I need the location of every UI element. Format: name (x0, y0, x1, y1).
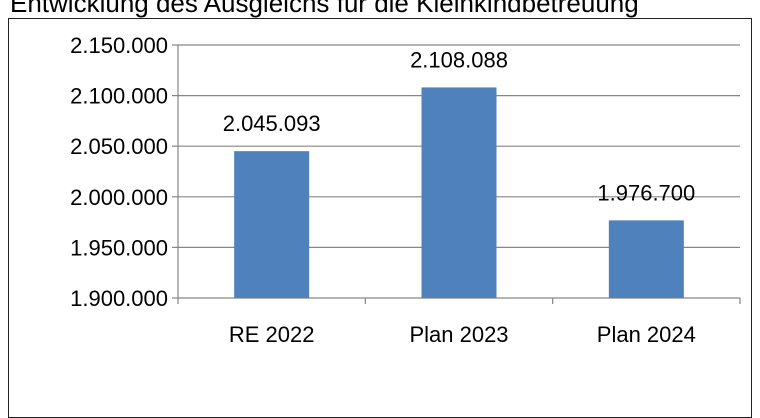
y-tick-label: 2.150.000 (70, 33, 168, 58)
data-label: 2.045.093 (223, 111, 321, 136)
data-label: 1.976.700 (597, 180, 695, 205)
chart-frame (8, 18, 752, 418)
bar-chart: 1.900.000 1.950.000 2.000.000 2.050.000 2.10… (70, 33, 741, 347)
y-tick-label: 1.900.000 (70, 286, 168, 311)
y-tick-label: 2.000.000 (70, 185, 168, 210)
bar (421, 87, 497, 298)
x-tick-label: Plan 2024 (597, 322, 696, 347)
y-tick-label: 1.950.000 (70, 235, 168, 260)
y-tick-label: 2.100.000 (70, 84, 168, 109)
bar (234, 151, 310, 298)
x-tick-label: RE 2022 (229, 322, 315, 347)
chart-title: Entwicklung des Ausgleichs für die Klein… (10, 0, 639, 18)
bar (608, 220, 684, 298)
data-label: 2.108.088 (410, 47, 508, 72)
x-tick-label: Plan 2023 (409, 322, 508, 347)
y-tick-label: 2.050.000 (70, 134, 168, 159)
